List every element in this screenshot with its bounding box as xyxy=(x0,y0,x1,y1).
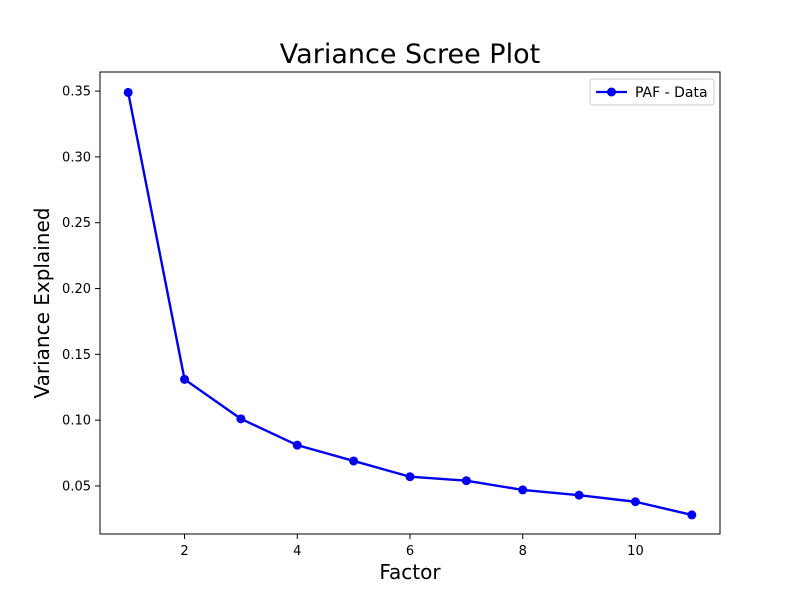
y-axis-ticks: 0.05 0.10 0.15 0.20 0.25 0.30 0.35 xyxy=(62,85,100,494)
x-tick-label: 8 xyxy=(519,544,527,559)
series-layer xyxy=(123,87,697,520)
y-tick-label: 0.25 xyxy=(62,216,91,231)
y-tick-label: 0.20 xyxy=(62,282,91,297)
chart-title: Variance Scree Plot xyxy=(280,39,540,70)
data-point xyxy=(405,472,415,482)
data-point xyxy=(687,510,697,520)
series-line xyxy=(127,92,693,517)
data-point xyxy=(349,456,359,466)
plot-frame xyxy=(99,71,721,535)
x-tick-label: 2 xyxy=(180,544,188,559)
y-tick-label: 0.30 xyxy=(62,150,91,165)
data-point xyxy=(236,414,246,424)
y-axis-label: Variance Explained xyxy=(30,208,54,399)
x-tick-label: 4 xyxy=(293,544,301,559)
legend: PAF - Data xyxy=(589,78,715,106)
legend-marker-swatch xyxy=(607,87,616,97)
x-axis-label: Factor xyxy=(379,560,441,584)
data-point xyxy=(292,440,302,450)
y-tick-label: 0.15 xyxy=(62,348,91,363)
data-point xyxy=(518,485,528,495)
x-tick-label: 10 xyxy=(627,544,644,559)
y-tick-label: 0.10 xyxy=(62,414,91,429)
data-point xyxy=(630,497,640,507)
data-point xyxy=(574,490,584,500)
data-point xyxy=(461,476,471,486)
y-tick-label: 0.05 xyxy=(62,479,91,494)
y-tick-label: 0.35 xyxy=(62,85,91,100)
data-point xyxy=(180,374,190,384)
legend-box xyxy=(589,78,715,106)
x-tick-label: 6 xyxy=(406,544,414,559)
x-axis-ticks: 2 4 6 8 10 xyxy=(180,534,644,559)
data-point xyxy=(123,87,133,97)
legend-label: PAF - Data xyxy=(635,85,708,101)
